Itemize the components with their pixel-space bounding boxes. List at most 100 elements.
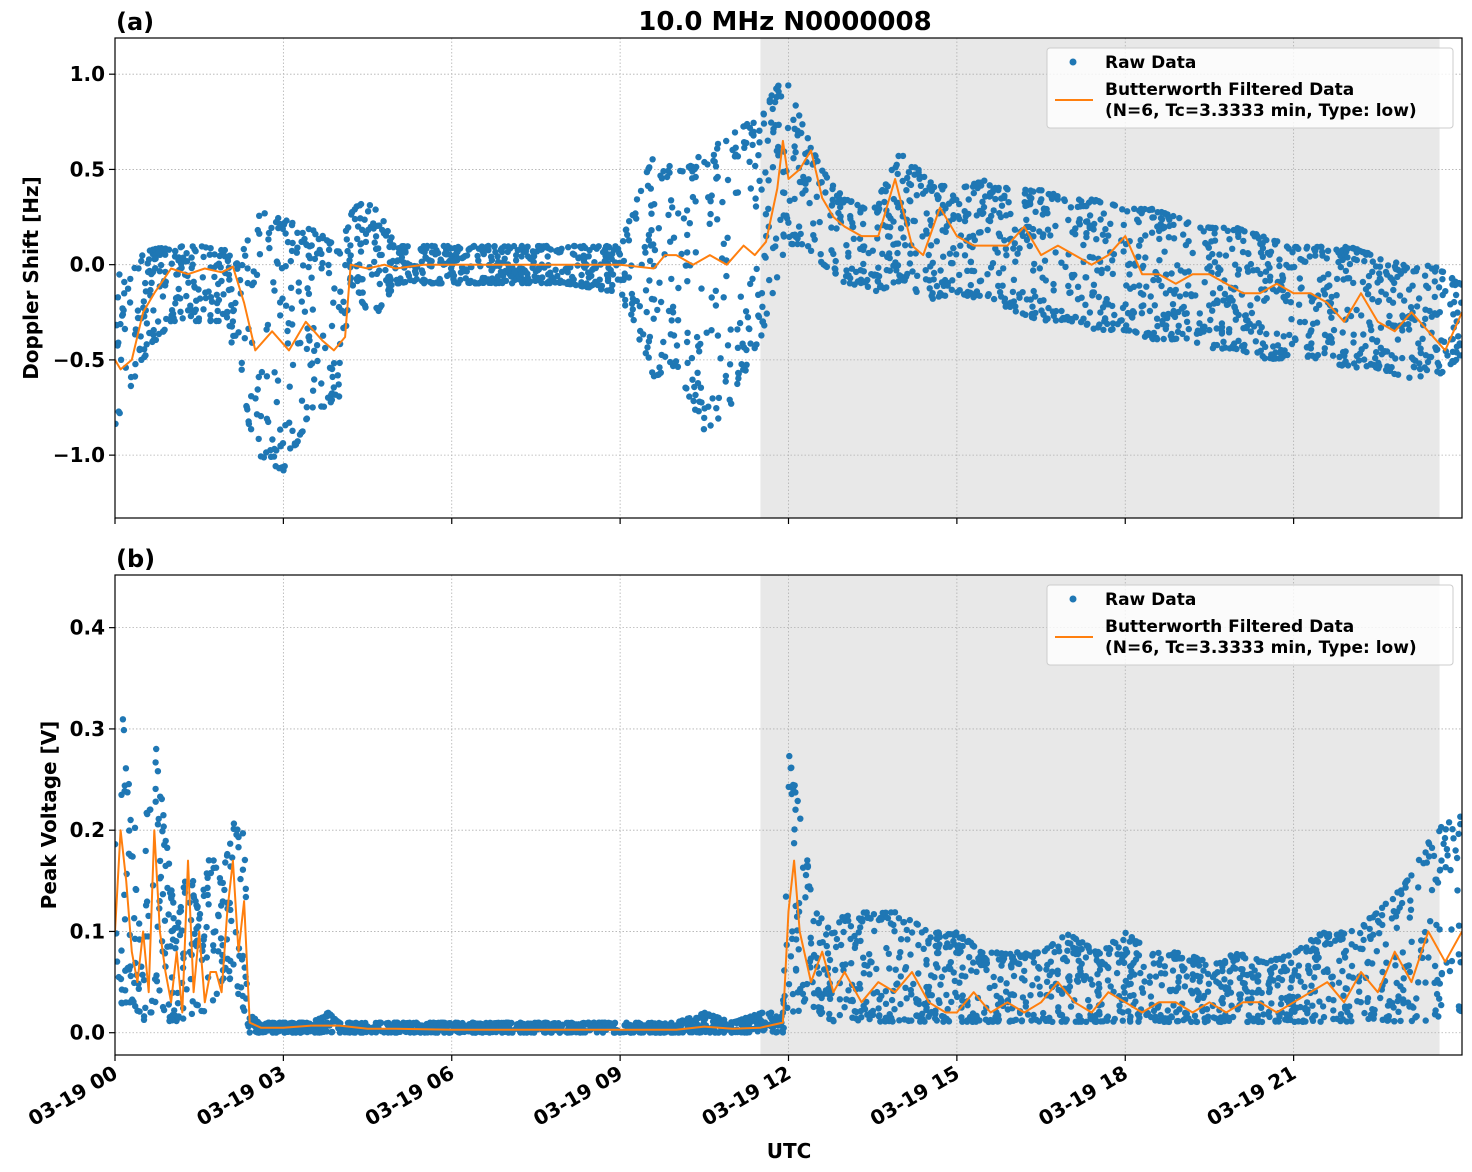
raw-data-point — [1231, 304, 1239, 311]
raw-data-point — [1434, 368, 1441, 375]
raw-data-point — [247, 426, 255, 433]
raw-data-point — [336, 250, 344, 257]
raw-data-point — [239, 992, 246, 1000]
raw-data-point — [996, 210, 1003, 217]
raw-data-point — [1259, 253, 1267, 260]
raw-data-point — [227, 906, 234, 914]
raw-data-point — [1064, 947, 1071, 954]
raw-data-point — [760, 111, 767, 118]
raw-data-point — [829, 196, 836, 203]
raw-data-point — [1360, 922, 1368, 929]
raw-data-point — [1285, 264, 1293, 271]
raw-data-point — [299, 229, 306, 237]
raw-data-point — [1383, 271, 1391, 278]
raw-data-point — [157, 873, 165, 881]
raw-data-point — [1422, 315, 1429, 322]
raw-data-point — [813, 910, 820, 917]
raw-data-point — [946, 250, 954, 257]
raw-data-point — [864, 283, 872, 290]
raw-data-point — [1247, 328, 1255, 335]
raw-data-point — [308, 360, 316, 367]
raw-data-point — [156, 987, 163, 994]
raw-data-point — [1369, 960, 1376, 967]
raw-data-point — [220, 291, 227, 298]
raw-data-point — [919, 1010, 926, 1017]
raw-data-point — [747, 280, 754, 288]
raw-data-point — [728, 400, 735, 407]
raw-data-point — [508, 280, 516, 287]
raw-data-point — [892, 966, 899, 973]
raw-data-point — [217, 935, 225, 942]
raw-data-point — [1307, 345, 1315, 352]
raw-data-point — [708, 294, 715, 301]
raw-data-point — [836, 1011, 843, 1019]
raw-data-point — [861, 205, 868, 212]
raw-data-point — [1109, 270, 1117, 278]
raw-data-point — [1134, 216, 1141, 223]
raw-data-point — [1383, 959, 1390, 966]
raw-data-point — [1332, 937, 1339, 944]
raw-data-point — [1144, 1009, 1152, 1017]
raw-data-point — [1030, 959, 1038, 966]
raw-data-point — [174, 989, 181, 997]
raw-data-point — [215, 317, 222, 325]
raw-data-point — [1199, 324, 1207, 331]
raw-data-point — [658, 351, 665, 359]
raw-data-point — [664, 167, 672, 175]
figure-title: 10.0 MHz N0000008 — [638, 7, 931, 37]
raw-data-point — [755, 152, 762, 159]
raw-data-point — [887, 909, 895, 916]
raw-data-point — [691, 383, 698, 391]
raw-data-point — [205, 901, 212, 908]
raw-data-point — [496, 278, 503, 285]
raw-data-point — [765, 177, 772, 184]
raw-data-point — [875, 208, 882, 215]
raw-data-point — [296, 431, 304, 438]
raw-data-point — [1181, 983, 1189, 990]
raw-data-point — [1183, 220, 1190, 228]
raw-data-point — [319, 234, 327, 242]
raw-data-point — [533, 267, 540, 274]
raw-data-point — [1366, 319, 1373, 326]
raw-data-point — [358, 240, 365, 247]
raw-data-point — [836, 195, 843, 202]
raw-data-point — [995, 1012, 1002, 1019]
raw-data-point — [927, 263, 934, 270]
raw-data-point — [976, 292, 983, 299]
raw-data-point — [709, 395, 716, 402]
raw-data-point — [1209, 290, 1217, 297]
raw-data-point — [749, 141, 756, 149]
raw-data-point — [1455, 922, 1462, 929]
raw-data-point — [713, 405, 720, 412]
raw-data-point — [370, 220, 377, 227]
raw-data-point — [712, 302, 720, 309]
raw-data-point — [775, 82, 782, 89]
raw-data-point — [1074, 978, 1082, 985]
raw-data-point — [1433, 921, 1440, 929]
raw-data-point — [993, 949, 1001, 956]
raw-data-point — [1209, 307, 1216, 314]
raw-data-point — [955, 949, 962, 957]
raw-data-point — [256, 212, 263, 219]
raw-data-point — [1119, 304, 1127, 312]
raw-data-point — [538, 279, 545, 287]
raw-data-point — [1010, 276, 1018, 283]
raw-data-point — [1196, 310, 1204, 317]
raw-data-point — [937, 267, 944, 274]
raw-data-point — [1287, 299, 1295, 306]
raw-data-point — [732, 151, 739, 158]
raw-data-point — [213, 299, 221, 307]
raw-data-point — [479, 279, 487, 286]
raw-data-point — [176, 908, 183, 916]
raw-data-point — [695, 342, 702, 350]
raw-data-point — [239, 866, 247, 873]
raw-data-point — [771, 98, 779, 106]
raw-data-point — [1325, 271, 1332, 278]
raw-data-point — [740, 366, 747, 373]
raw-data-point — [845, 987, 852, 994]
raw-data-point — [881, 198, 888, 206]
raw-data-point — [922, 926, 929, 934]
raw-data-point — [816, 939, 823, 947]
raw-data-point — [1174, 262, 1181, 269]
raw-data-point — [1246, 320, 1254, 327]
